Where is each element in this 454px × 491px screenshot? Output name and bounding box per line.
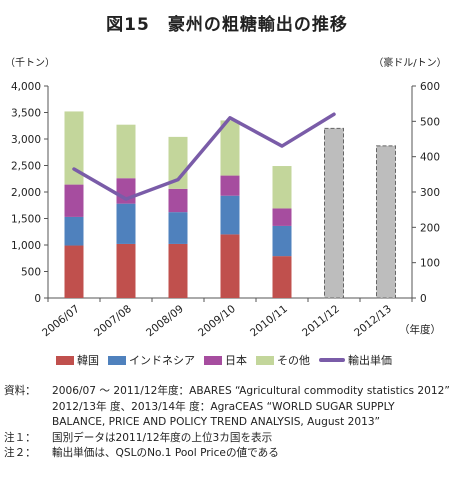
- x-tick-label: 2010/11: [248, 303, 290, 339]
- bar-segment: [64, 184, 84, 217]
- y-right-tick-label: 0: [420, 293, 427, 305]
- legend-label: 輸出単価: [348, 354, 392, 367]
- chart-title: 図15 豪州の粗糖輸出の推移: [106, 15, 348, 35]
- y-left-axis-label: （千トン）: [5, 57, 55, 69]
- source-notes: 資料： 2006/07 ～ 2011/12年度：ABARES “Agricult…: [4, 384, 450, 462]
- x-tick-label: 2012/13: [352, 303, 394, 339]
- y-right-tick-label: 100: [420, 258, 440, 270]
- bar-segment: [220, 120, 240, 176]
- bar-segment: [64, 245, 84, 298]
- note-source: 資料： 2006/07 ～ 2011/12年度：ABARES “Agricult…: [4, 384, 450, 431]
- bar-segment: [220, 234, 240, 298]
- legend-item: 韓国: [56, 352, 99, 368]
- legend-swatch: [204, 355, 222, 365]
- price-line: [72, 112, 336, 201]
- bar-segment: [220, 195, 240, 235]
- bar-segment: [64, 216, 84, 246]
- y-left-tick-label: 3,000: [11, 134, 41, 146]
- note-source-label: 資料：: [4, 385, 36, 397]
- note-1-label: 注１：: [4, 431, 36, 444]
- y-right-tick-label: 300: [420, 187, 440, 199]
- legend-line-swatch: [319, 358, 345, 362]
- legend-label: インドネシア: [129, 354, 195, 367]
- note-source-line-2: 2012/13年 度、2013/14年 度：AgraCEAS “WORLD SU…: [52, 400, 395, 429]
- legend-item: 輸出単価: [319, 352, 392, 368]
- note-1: 注１： 国別データは2011/12年度の上位3カ国を表示: [4, 431, 450, 447]
- chart-canvas: （千トン） （豪ドル/トン） 0 500 1,000 1,500 2,000 2,500 3,0…: [5, 56, 447, 339]
- bar-segment: [116, 243, 136, 298]
- legend-swatch: [108, 355, 126, 365]
- note-source-line-1: 2006/07 ～ 2011/12年度：ABARES “Agricultural…: [52, 385, 450, 397]
- legend: 韓国 インドネシア 日本 その他 輸出単価: [56, 352, 401, 368]
- legend-item: 日本: [204, 352, 247, 368]
- bar-total-estimate: [376, 145, 396, 299]
- x-tick-label: 2009/10: [196, 303, 238, 339]
- y-right-tick-label: 200: [420, 222, 440, 234]
- bar-segment: [116, 124, 136, 179]
- bar-segment: [168, 212, 188, 244]
- y-left-tick-label: 1,000: [11, 240, 41, 252]
- bar-segment: [168, 188, 188, 213]
- y-left-tick-label: 1,500: [11, 214, 41, 226]
- y-left-tick-label: 0: [34, 293, 41, 305]
- legend-swatch: [256, 355, 274, 365]
- x-axis-unit-label: （年度）: [399, 323, 441, 336]
- y-left-tick-label: 4,000: [11, 81, 41, 93]
- x-tick-label: 2011/12: [300, 303, 342, 339]
- y-left-tick-label: 2,000: [11, 187, 41, 199]
- y-left-tick-label: 3,500: [11, 108, 41, 120]
- x-tick-label: 2006/07: [40, 303, 82, 339]
- y-left-tick-label: 2,500: [11, 161, 41, 173]
- legend-item: その他: [256, 352, 310, 368]
- bar-segment: [272, 256, 292, 298]
- y-right-tick-label: 500: [420, 116, 440, 128]
- x-tick-label: 2007/08: [92, 303, 134, 339]
- legend-swatch: [56, 355, 74, 365]
- y-right-tick-label: 400: [420, 152, 440, 164]
- bar-segment: [272, 208, 292, 226]
- y-right-tick-label: 600: [420, 81, 440, 93]
- bar-segment: [168, 243, 188, 298]
- bar-segment: [272, 166, 292, 209]
- note-1-text: 国別データは2011/12年度の上位3カ国を表示: [52, 431, 273, 444]
- legend-label: 日本: [225, 354, 247, 367]
- bar-segment: [64, 111, 84, 185]
- bar-segment: [272, 225, 292, 257]
- legend-item: インドネシア: [108, 352, 195, 368]
- y-right-axis-label: （豪ドル/トン）: [373, 56, 446, 69]
- bar-total-estimate: [324, 127, 344, 299]
- legend-label: その他: [277, 354, 310, 367]
- note-2-label: 注２：: [4, 447, 36, 459]
- note-2: 注２： 輸出単価は、QSLのNo.1 Pool Priceの値である: [4, 446, 450, 462]
- bar-segment: [220, 175, 240, 196]
- note-2-text: 輸出単価は、QSLのNo.1 Pool Priceの値である: [52, 447, 279, 459]
- legend-label: 韓国: [77, 354, 99, 367]
- bar-segment: [116, 203, 136, 244]
- y-left-tick-label: 500: [21, 267, 41, 279]
- x-tick-label: 2008/09: [144, 303, 186, 339]
